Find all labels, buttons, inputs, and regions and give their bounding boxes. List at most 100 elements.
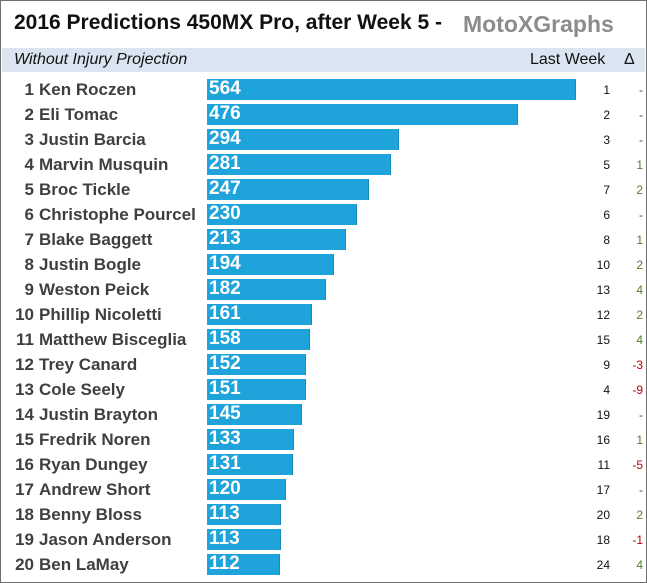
last-week-value: 24 bbox=[596, 558, 610, 572]
bar bbox=[207, 429, 294, 450]
table-row: 5 Broc Tickle 247 7 2 bbox=[0, 177, 647, 202]
bar bbox=[207, 504, 281, 525]
delta-value: 2 bbox=[636, 258, 643, 272]
rider-name-label: Matthew Bisceglia bbox=[39, 330, 187, 349]
bar bbox=[207, 254, 334, 275]
rank-label: 8 bbox=[24, 255, 34, 274]
rank-label: 18 bbox=[15, 505, 34, 524]
delta-value: -9 bbox=[632, 383, 643, 397]
table-row: 14 Justin Brayton 145 19 - bbox=[0, 402, 647, 427]
rank-label: 15 bbox=[15, 430, 34, 449]
rider-name-label: Marvin Musquin bbox=[39, 155, 169, 174]
table-row: 7 Blake Baggett 213 8 1 bbox=[0, 227, 647, 252]
rider-name-label: Ben LaMay bbox=[39, 555, 129, 574]
table-row: 1 Ken Roczen 564 1 - bbox=[0, 77, 647, 102]
last-week-value: 10 bbox=[596, 258, 610, 272]
bar-value-label: 145 bbox=[209, 403, 241, 424]
rank-label: 19 bbox=[15, 530, 34, 549]
bar bbox=[207, 479, 286, 500]
rank-label: 17 bbox=[15, 480, 34, 499]
rank-label: 7 bbox=[24, 230, 34, 249]
delta-value: - bbox=[639, 408, 643, 422]
table-row: 13 Cole Seely 151 4 -9 bbox=[0, 377, 647, 402]
last-week-value: 4 bbox=[603, 383, 610, 397]
bar-value-label: 131 bbox=[209, 453, 241, 474]
rider-name-label: Fredrik Noren bbox=[39, 430, 151, 449]
bar bbox=[207, 379, 306, 400]
delta-value: - bbox=[639, 83, 643, 97]
bar bbox=[207, 529, 281, 550]
rank-label: 16 bbox=[15, 455, 34, 474]
last-week-value: 7 bbox=[603, 183, 610, 197]
rider-name-label: Andrew Short bbox=[39, 480, 151, 499]
rider-name-label: Justin Bogle bbox=[39, 255, 142, 274]
rank-label: 12 bbox=[15, 355, 34, 374]
chart-subtitle: Without Injury Projection bbox=[14, 51, 188, 68]
bar-value-label: 294 bbox=[209, 128, 241, 149]
rider-name-label: Trey Canard bbox=[39, 355, 138, 374]
rider-name-label: Christophe Pourcel bbox=[39, 205, 196, 224]
delta-value: - bbox=[639, 483, 643, 497]
last-week-value: 6 bbox=[603, 208, 610, 222]
rider-name-label: Justin Barcia bbox=[39, 130, 146, 149]
rank-label: 9 bbox=[24, 280, 34, 299]
table-row: 3 Justin Barcia 294 3 - bbox=[0, 127, 647, 152]
rider-name-label: Cole Seely bbox=[39, 380, 125, 399]
bar-value-label: 230 bbox=[209, 203, 241, 224]
rider-name-label: Justin Brayton bbox=[39, 405, 159, 424]
bar-value-label: 194 bbox=[209, 253, 241, 274]
bar bbox=[207, 79, 576, 100]
bar-value-label: 247 bbox=[209, 178, 241, 199]
bar-value-label: 213 bbox=[209, 228, 241, 249]
last-week-value: 9 bbox=[603, 358, 610, 372]
bar bbox=[207, 454, 293, 475]
bar-value-label: 152 bbox=[209, 353, 241, 374]
delta-value: -3 bbox=[632, 358, 643, 372]
title-bar: 2016 Predictions 450MX Pro, after Week 5… bbox=[2, 2, 645, 46]
bar-value-label: 133 bbox=[209, 428, 241, 449]
bar-value-label: 564 bbox=[209, 78, 241, 99]
last-week-value: 2 bbox=[603, 108, 610, 122]
column-header-row: Without Injury Projection Last Week Δ bbox=[2, 48, 645, 72]
bar-value-label: 161 bbox=[209, 303, 241, 324]
bar-value-label: 476 bbox=[209, 103, 241, 124]
bar bbox=[207, 229, 346, 250]
bar-value-label: 120 bbox=[209, 478, 241, 499]
delta-value: - bbox=[639, 208, 643, 222]
rider-name-label: Eli Tomac bbox=[39, 105, 119, 124]
bar-value-label: 158 bbox=[209, 328, 241, 349]
rider-name-label: Benny Bloss bbox=[39, 505, 142, 524]
rider-name-label: Jason Anderson bbox=[39, 530, 172, 549]
last-week-value: 15 bbox=[596, 333, 610, 347]
last-week-value: 5 bbox=[603, 158, 610, 172]
last-week-column-header: Last Week bbox=[530, 51, 606, 68]
table-row: 9 Weston Peick 182 13 4 bbox=[0, 277, 647, 302]
bar-value-label: 151 bbox=[209, 378, 241, 399]
table-row: 10 Phillip Nicoletti 161 12 2 bbox=[0, 302, 647, 327]
rider-name-label: Ken Roczen bbox=[39, 80, 137, 99]
rank-label: 13 bbox=[15, 380, 34, 399]
delta-value: 2 bbox=[636, 183, 643, 197]
table-row: 17 Andrew Short 120 17 - bbox=[0, 477, 647, 502]
rank-label: 5 bbox=[24, 180, 34, 199]
delta-value: 2 bbox=[636, 308, 643, 322]
brand-logo-text: MotoXGraphs bbox=[463, 11, 614, 37]
table-row: 2 Eli Tomac 476 2 - bbox=[0, 102, 647, 127]
bar bbox=[207, 204, 357, 225]
rank-label: 2 bbox=[24, 105, 34, 124]
table-row: 6 Christophe Pourcel 230 6 - bbox=[0, 202, 647, 227]
delta-value: 1 bbox=[636, 158, 643, 172]
bar-value-label: 281 bbox=[209, 153, 241, 174]
table-row: 18 Benny Bloss 113 20 2 bbox=[0, 502, 647, 527]
last-week-value: 1 bbox=[603, 83, 610, 97]
rider-name-label: Broc Tickle bbox=[39, 180, 131, 199]
bar bbox=[207, 304, 312, 325]
table-row: 19 Jason Anderson 113 18 -1 bbox=[0, 527, 647, 552]
delta-value: 1 bbox=[636, 233, 643, 247]
rider-name-label: Blake Baggett bbox=[39, 230, 153, 249]
rank-label: 4 bbox=[24, 155, 34, 174]
delta-value: 4 bbox=[636, 333, 643, 347]
delta-value: -5 bbox=[632, 458, 643, 472]
table-row: 16 Ryan Dungey 131 11 -5 bbox=[0, 452, 647, 477]
delta-value: - bbox=[639, 108, 643, 122]
